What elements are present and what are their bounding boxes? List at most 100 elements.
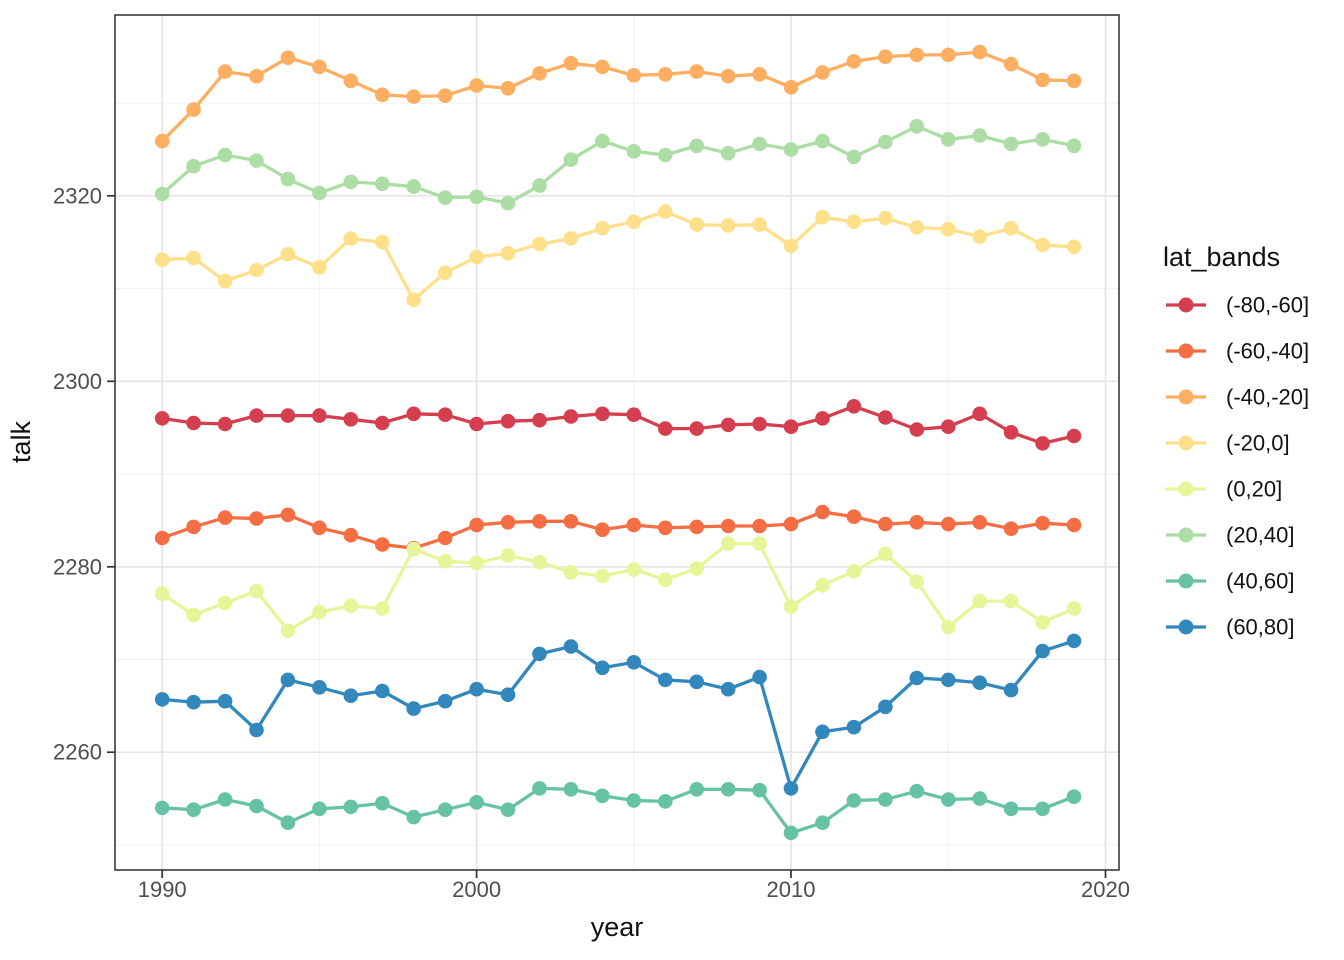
data-point [437, 190, 453, 205]
data-point [532, 514, 547, 529]
data-point [783, 80, 799, 95]
legend-item-label: (20,40] [1226, 523, 1295, 548]
data-point [941, 221, 956, 237]
data-point [626, 562, 642, 577]
data-point [909, 515, 925, 530]
data-point [909, 119, 925, 134]
data-point [154, 411, 170, 426]
data-point [972, 44, 987, 60]
data-point [1066, 428, 1082, 444]
data-point [720, 145, 736, 161]
data-point [626, 214, 642, 230]
data-point [217, 792, 233, 807]
data-point [343, 799, 359, 815]
data-point [720, 218, 736, 233]
data-point [689, 674, 704, 690]
data-point [909, 670, 925, 686]
data-point [312, 59, 327, 75]
data-point [1003, 221, 1019, 236]
data-point [217, 64, 233, 79]
data-point [658, 421, 673, 436]
data-point [375, 795, 390, 811]
data-point [909, 574, 925, 589]
data-point [249, 798, 264, 814]
data-point [406, 89, 422, 104]
data-point [375, 537, 390, 552]
data-point [1035, 801, 1050, 817]
legend-key-dot [1178, 435, 1194, 451]
data-point [186, 607, 201, 623]
data-point [1003, 801, 1019, 817]
data-point [752, 782, 767, 798]
series-(-80,-60] [154, 399, 1082, 451]
data-point [595, 568, 610, 584]
y-axis-title: talk [6, 420, 36, 463]
y-tick-label: 2300 [53, 369, 102, 394]
data-point [595, 133, 610, 149]
data-point [878, 134, 893, 150]
data-point [595, 406, 610, 422]
data-point [878, 210, 893, 226]
data-point [941, 672, 956, 688]
data-point [752, 416, 767, 432]
data-point [186, 694, 201, 710]
data-point [1003, 425, 1019, 440]
data-point [1035, 237, 1050, 253]
data-point [312, 604, 327, 620]
data-point [500, 413, 516, 429]
data-point [280, 50, 296, 65]
data-point [720, 68, 736, 84]
data-point [532, 178, 547, 193]
data-point [312, 801, 327, 817]
legend-item: (40,60] [1166, 569, 1295, 594]
data-point [343, 598, 359, 613]
data-point [154, 586, 170, 601]
data-point [1003, 136, 1019, 152]
data-point [1035, 615, 1050, 630]
data-point [500, 515, 516, 530]
data-point [972, 128, 987, 143]
data-point [563, 409, 579, 424]
data-point [406, 541, 422, 557]
x-tick-label: 2000 [452, 877, 501, 902]
data-point [249, 408, 264, 423]
data-point [909, 422, 925, 437]
data-point [595, 221, 610, 236]
data-point [941, 132, 956, 147]
data-point [217, 147, 233, 163]
data-point [217, 416, 233, 432]
data-point [941, 419, 956, 435]
legend-item-label: (60,80] [1226, 615, 1295, 640]
data-point [658, 520, 673, 536]
data-point [532, 554, 547, 570]
data-point [846, 509, 862, 524]
data-point [437, 802, 453, 817]
data-point [595, 522, 610, 537]
data-point [689, 64, 704, 79]
data-point [658, 794, 673, 809]
data-point [815, 815, 830, 830]
y-tick-label: 2320 [53, 183, 102, 208]
legend-key-dot [1178, 573, 1194, 589]
data-point [532, 236, 547, 252]
data-point [280, 408, 296, 423]
data-point [658, 147, 673, 163]
legend-item: (-80,-60] [1166, 293, 1309, 318]
data-point [217, 693, 233, 709]
data-point [469, 517, 484, 533]
data-point [626, 407, 642, 423]
legend-item: (-20,0] [1166, 431, 1290, 456]
series-layer [154, 44, 1082, 841]
data-point [280, 247, 296, 262]
data-point [626, 793, 642, 808]
data-point [783, 238, 799, 254]
x-tick-label: 2010 [767, 877, 816, 902]
data-point [626, 68, 642, 83]
data-point [815, 724, 830, 740]
series-(60,80] [154, 633, 1082, 796]
data-point [941, 47, 956, 63]
data-point [406, 179, 422, 194]
data-point [249, 583, 264, 599]
legend-item-label: (-20,0] [1226, 431, 1290, 456]
